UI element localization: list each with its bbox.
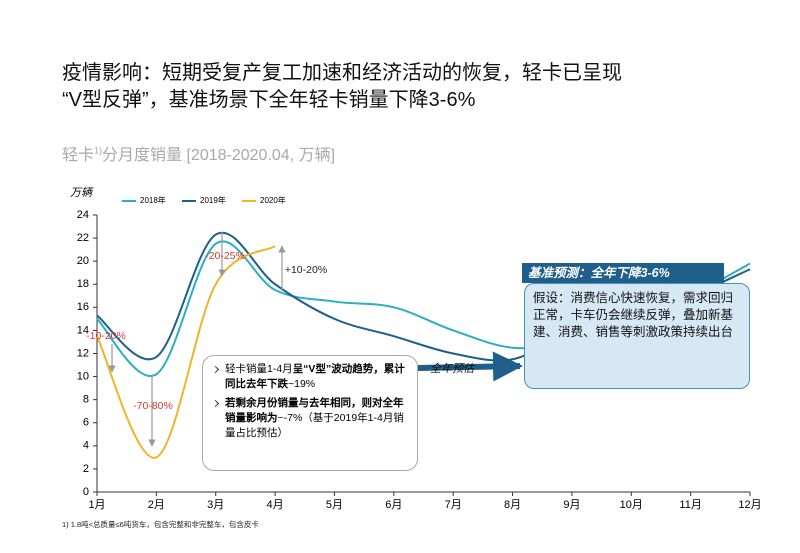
legend-label: 2018年 — [140, 195, 166, 205]
footnote: 1) 1.8吨<总质量≤6吨货车，包含完整和非完整车，包含皮卡 — [62, 520, 259, 529]
y-tick-label: 14 — [77, 324, 89, 336]
title-line: “V型反弹”，基准场景下全年轻卡销量下降3-6% — [62, 89, 476, 111]
bullet-text: 呈“V型”波动趋势，累计同比去年下跌 — [225, 363, 405, 390]
x-tick-label: 11月 — [679, 499, 701, 511]
y-tick-label: 20 — [77, 255, 89, 267]
y-tick-label: 8 — [83, 394, 89, 406]
bullet: 若剩余月份销量与去年相同，则对全年销量影响为~-7%（基于2019年1-4月销量… — [211, 396, 409, 441]
series-line — [96, 245, 276, 459]
x-tick-label: 10月 — [620, 499, 643, 511]
y-axis-label: 万辆 — [70, 186, 94, 199]
x-tick-label: 5月 — [326, 499, 343, 511]
bullet: 轻卡销量1-4月呈“V型”波动趋势，累计同比去年下跌~19% — [211, 362, 409, 392]
subtitle-rest: 分月度销量 [2018-2020.04, 万辆] — [102, 147, 336, 164]
forecast-header: 基准预测：全年下降3-6% — [522, 263, 724, 283]
y-tick-label: 0 — [83, 486, 89, 498]
y-tick-label: 22 — [77, 232, 89, 244]
annotation: +10-20% — [285, 264, 327, 276]
bullet-text: ~-7%（基于2019年1-4月销量占比预估） — [225, 412, 404, 439]
y-tick-label: 2 — [83, 463, 89, 475]
x-tick-label: 4月 — [267, 499, 284, 511]
y-tick-label: 12 — [77, 347, 89, 359]
subtitle: 轻卡1)分月度销量 [2018-2020.04, 万辆] — [62, 141, 335, 165]
legend-label: 2019年 — [200, 195, 226, 205]
bullet-text: 若剩余月份销量与去年相同，则对全年销量影响为 — [225, 397, 404, 424]
forecast-body: 假设：消费信心快速恢复，需求回归正常，卡车仍会继续反弹，叠加新基建、消费、销售等… — [524, 283, 750, 389]
forecast-arrow — [417, 351, 523, 382]
x-tick-label: 3月 — [207, 499, 224, 511]
annotation: -10-20% — [86, 330, 126, 342]
annotation: -20-25% — [205, 250, 245, 262]
text-box: 轻卡销量1-4月呈“V型”波动趋势，累计同比去年下跌~19% 若剩余月份销量与去年… — [202, 355, 418, 471]
y-tick-label: 18 — [77, 278, 89, 290]
bullet-text: ~19% — [288, 378, 316, 390]
annotation: -70-80% — [133, 400, 173, 412]
subtitle-main: 轻卡 — [62, 147, 95, 164]
bullet-text: 轻卡销量1-4月 — [225, 363, 293, 375]
y-tick-label: 6 — [83, 417, 89, 429]
y-tick-label: 4 — [83, 440, 89, 452]
x-tick-label: 1月 — [88, 499, 105, 511]
x-tick-label: 7月 — [445, 499, 462, 511]
forecast-label: 全年预估 — [430, 363, 474, 375]
x-tick-label: 2月 — [148, 499, 165, 511]
y-tick-label: 16 — [77, 301, 89, 313]
y-tick-label: 10 — [77, 370, 89, 382]
y-tick-label: 24 — [77, 209, 89, 221]
slide-title: 疫情影响：短期受复产复工加速和经济活动的恢复，轻卡已呈现 “V型反弹”，基准场景… — [62, 60, 622, 114]
x-tick-label: 12月 — [738, 499, 761, 511]
subtitle-sup: 1) — [94, 145, 103, 156]
x-tick-label: 6月 — [385, 499, 402, 511]
x-tick-label: 8月 — [504, 499, 521, 511]
legend-label: 2020年 — [260, 195, 286, 205]
title-line: 疫情影响：短期受复产复工加速和经济活动的恢复，轻卡已呈现 — [62, 62, 622, 84]
x-tick-label: 9月 — [563, 499, 580, 511]
